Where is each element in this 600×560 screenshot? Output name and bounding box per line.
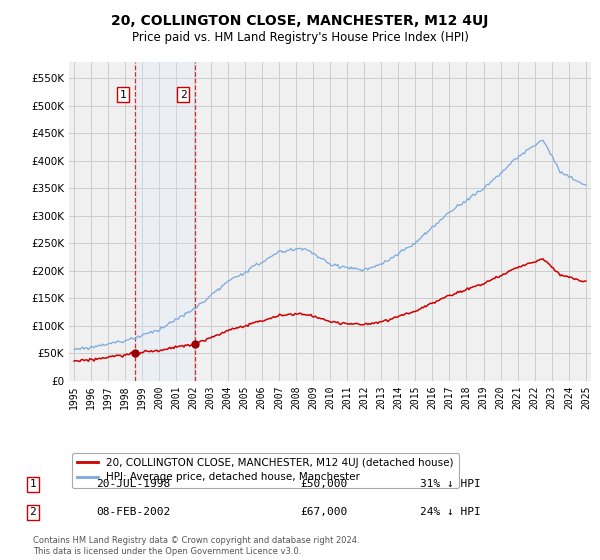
Text: 31% ↓ HPI: 31% ↓ HPI bbox=[420, 479, 481, 489]
Text: 24% ↓ HPI: 24% ↓ HPI bbox=[420, 507, 481, 517]
Text: £67,000: £67,000 bbox=[300, 507, 347, 517]
Text: Price paid vs. HM Land Registry's House Price Index (HPI): Price paid vs. HM Land Registry's House … bbox=[131, 31, 469, 44]
Text: Contains HM Land Registry data © Crown copyright and database right 2024.
This d: Contains HM Land Registry data © Crown c… bbox=[33, 536, 359, 556]
Legend: 20, COLLINGTON CLOSE, MANCHESTER, M12 4UJ (detached house), HPI: Average price, : 20, COLLINGTON CLOSE, MANCHESTER, M12 4U… bbox=[71, 453, 458, 488]
Text: £50,000: £50,000 bbox=[300, 479, 347, 489]
Text: 20-JUL-1998: 20-JUL-1998 bbox=[96, 479, 170, 489]
Text: 2: 2 bbox=[29, 507, 37, 517]
Text: 20, COLLINGTON CLOSE, MANCHESTER, M12 4UJ: 20, COLLINGTON CLOSE, MANCHESTER, M12 4U… bbox=[112, 14, 488, 28]
Text: 2: 2 bbox=[180, 90, 187, 100]
Bar bbox=[134, 62, 195, 381]
Text: 1: 1 bbox=[29, 479, 37, 489]
Text: 1: 1 bbox=[119, 90, 126, 100]
Text: 08-FEB-2002: 08-FEB-2002 bbox=[96, 507, 170, 517]
